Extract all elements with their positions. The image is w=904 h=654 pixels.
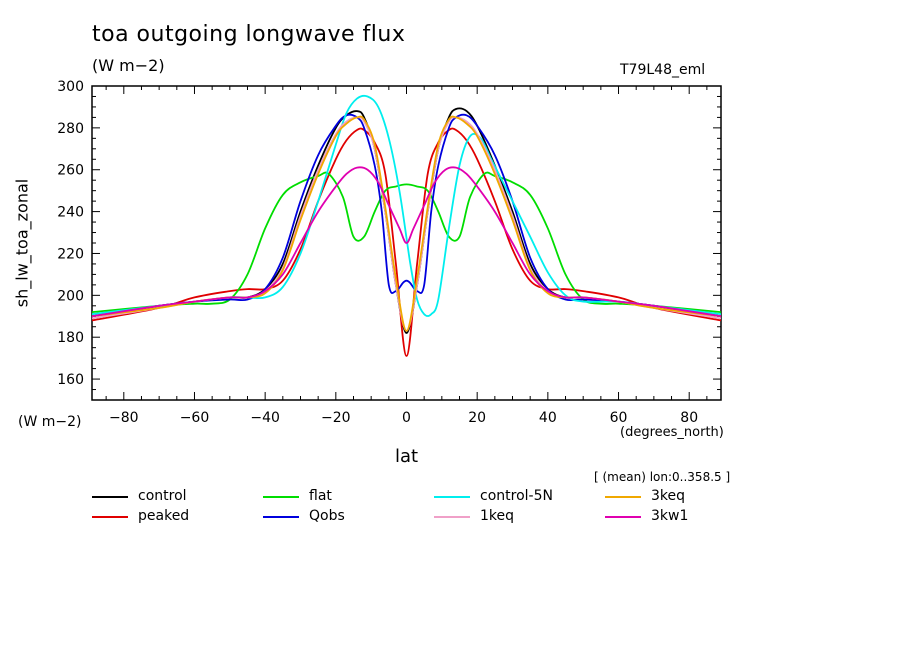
run-label: T79L48_eml — [620, 62, 706, 78]
x-unit-label: (degrees_north) — [620, 425, 724, 440]
y-tick-label: 260 — [57, 163, 84, 179]
x-tick-label: −20 — [321, 410, 351, 426]
legend-label: peaked — [138, 508, 190, 524]
legend-label: 3kw1 — [651, 508, 689, 524]
y-tick-label: 160 — [57, 372, 84, 388]
series-line-control-5n — [92, 94, 721, 317]
x-tick-label: 20 — [468, 410, 486, 426]
legend-swatch — [92, 516, 128, 518]
y-unit-label: (W m−2) — [18, 414, 82, 430]
legend-label: Qobs — [309, 508, 345, 524]
y-tick-label: 220 — [57, 246, 84, 262]
legend-label: flat — [309, 488, 332, 504]
x-axis-label: lat — [395, 446, 419, 467]
legend-swatch — [605, 496, 641, 498]
legend-swatch — [605, 516, 641, 518]
mean-note: [ (mean) lon:0..358.5 ] — [594, 470, 731, 484]
legend-swatch — [263, 516, 299, 518]
chart-subtitle-units: (W m−2) — [92, 56, 165, 75]
y-tick-label: 300 — [57, 79, 84, 95]
x-tick-label: 60 — [610, 410, 628, 426]
series-line-3kw1 — [92, 166, 721, 318]
x-tick-label: −40 — [250, 410, 280, 426]
x-tick-label: 80 — [680, 410, 698, 426]
series-line-flat — [92, 171, 721, 313]
x-tick-label: 0 — [402, 410, 411, 426]
y-tick-label: 200 — [57, 288, 84, 304]
x-tick-label: 40 — [539, 410, 557, 426]
legend-label: control-5N — [480, 488, 553, 504]
x-tick-label: −60 — [180, 410, 210, 426]
legend-swatch — [434, 496, 470, 498]
legend-label: 3keq — [651, 488, 686, 504]
legend-label: 1keq — [480, 508, 515, 524]
y-tick-label: 280 — [57, 121, 84, 137]
series-line-3keq — [92, 115, 721, 332]
x-tick-label: −80 — [109, 410, 139, 426]
y-tick-label: 180 — [57, 330, 84, 346]
legend-swatch — [263, 496, 299, 498]
legend-swatch — [434, 516, 470, 518]
chart-title: toa outgoing longwave flux — [92, 22, 406, 47]
legend-swatch — [92, 496, 128, 498]
y-tick-label: 240 — [57, 205, 84, 221]
series-line-qobs — [92, 113, 721, 318]
legend-label: control — [138, 488, 187, 504]
